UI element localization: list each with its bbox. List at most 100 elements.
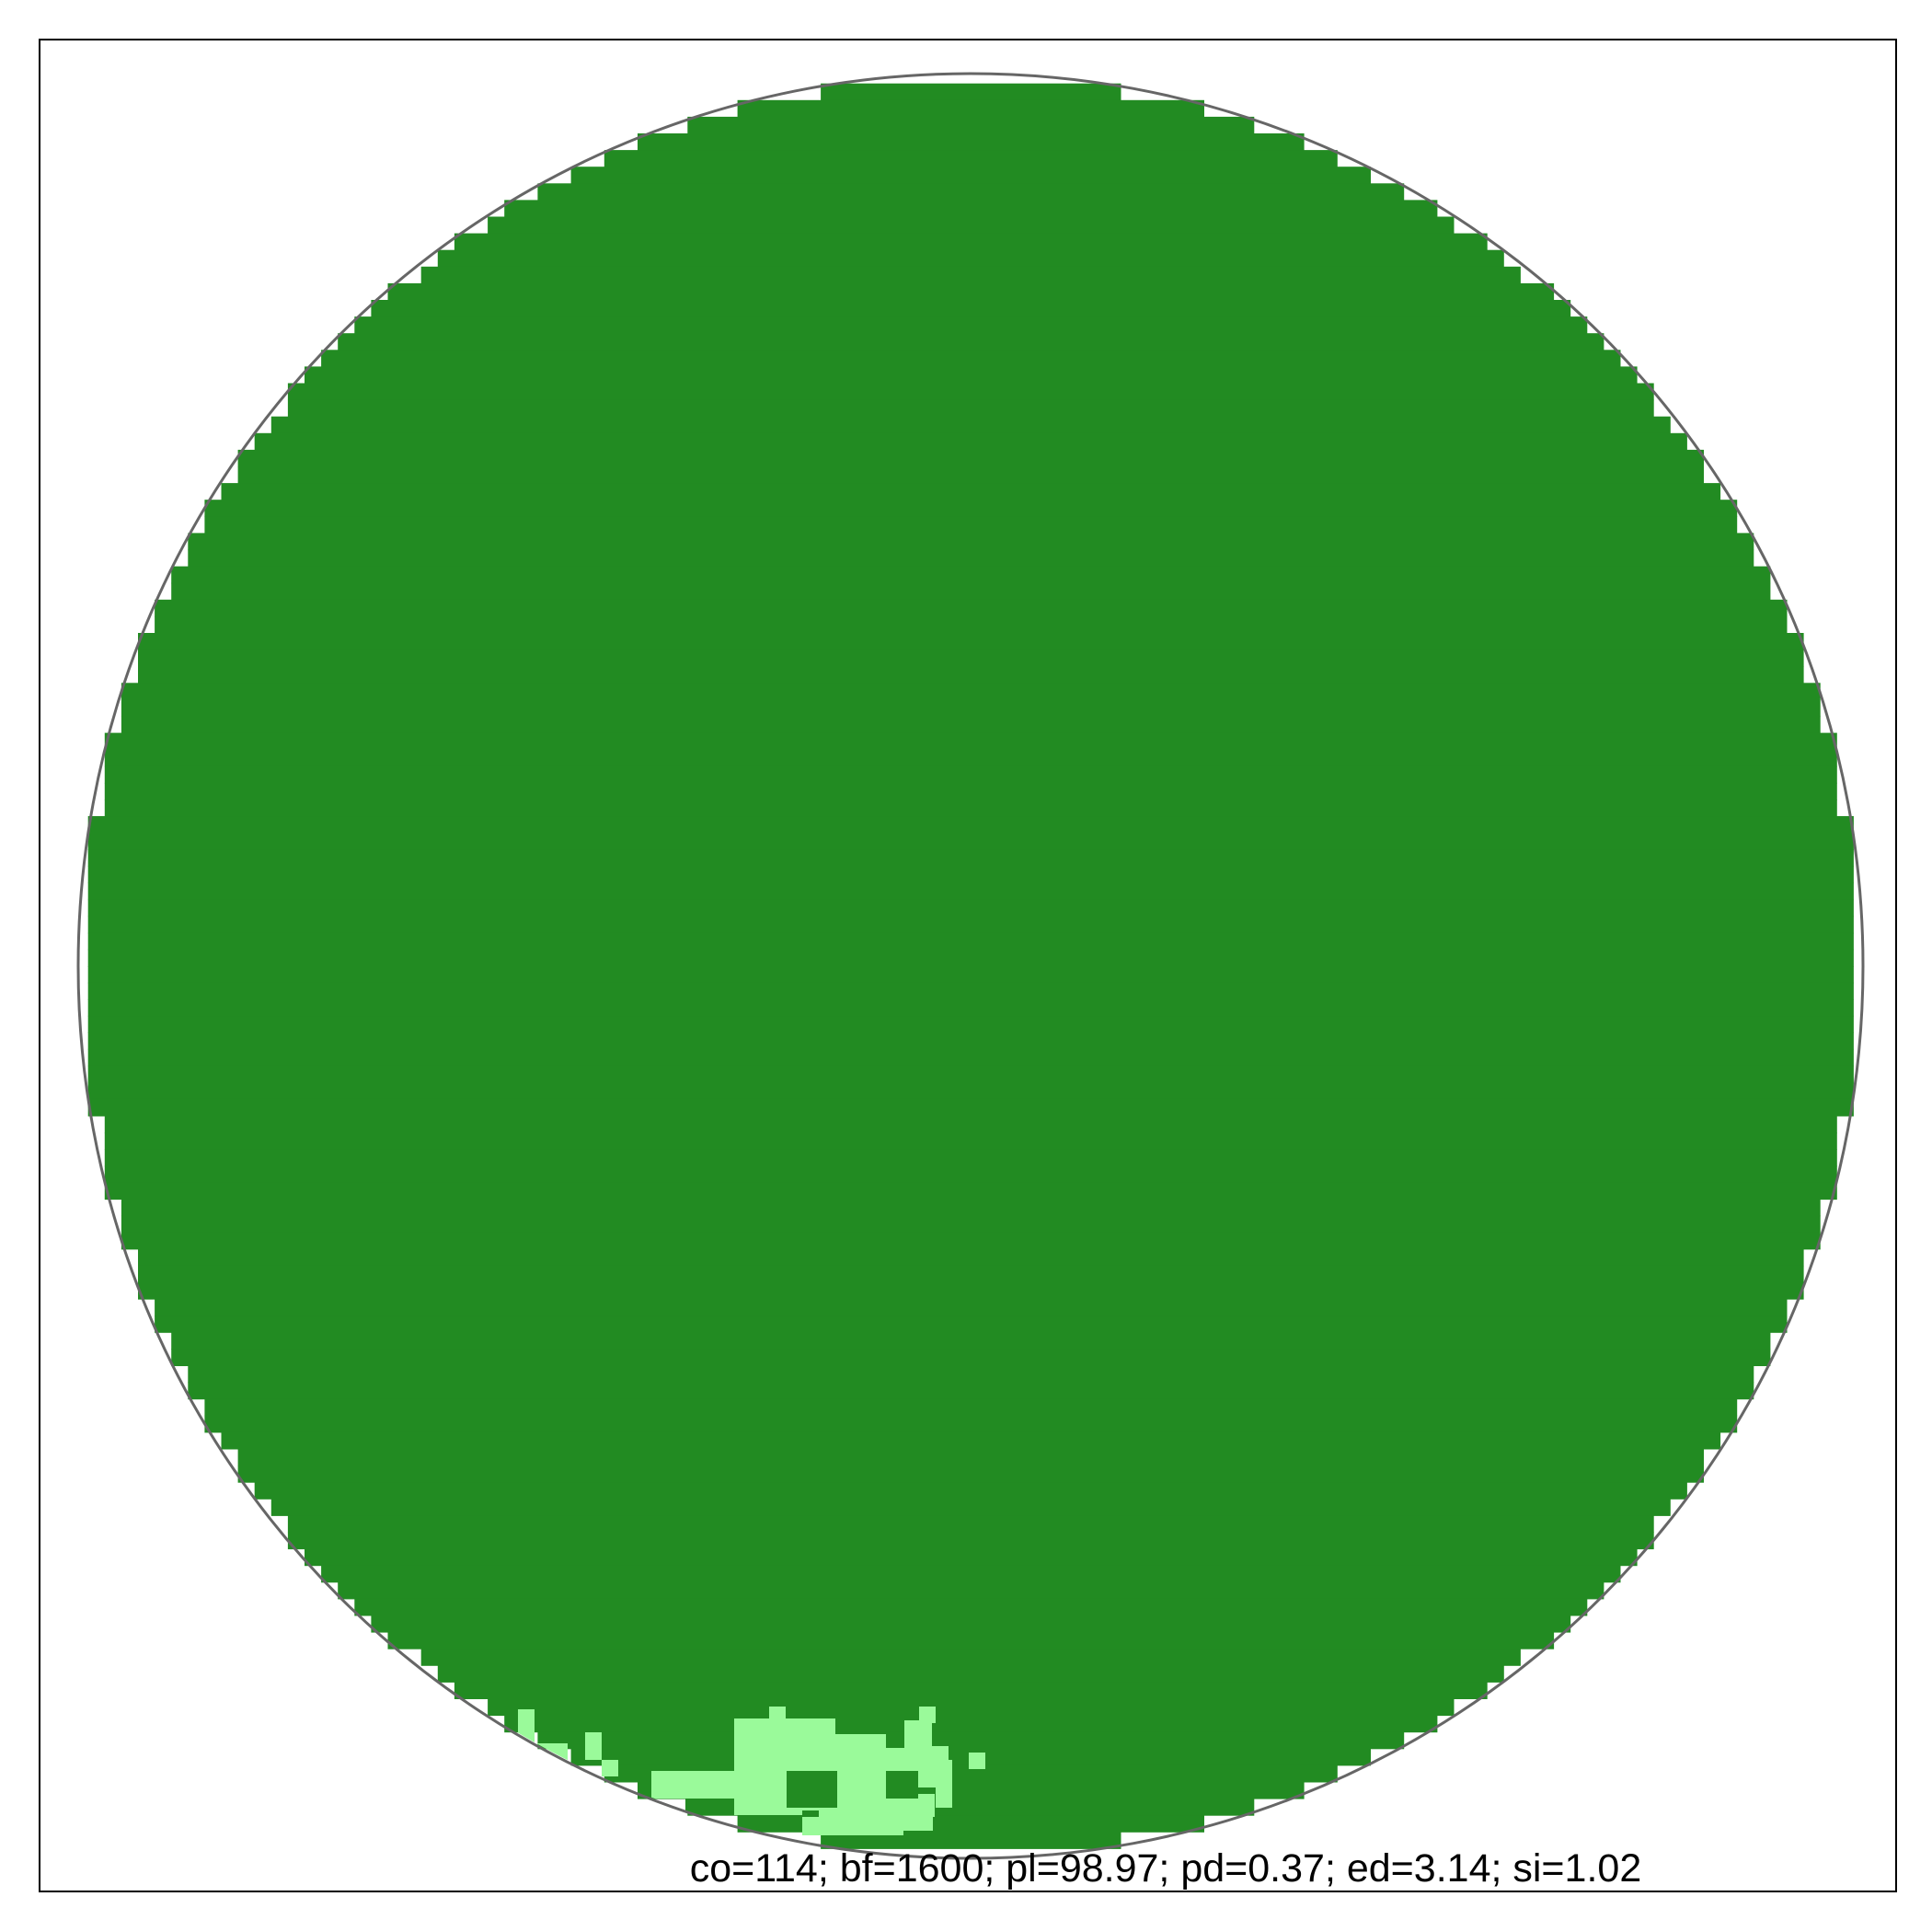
dark-green-cell-row xyxy=(488,216,1455,235)
dark-green-cell-row xyxy=(138,633,1804,650)
dark-green-cell-row xyxy=(821,1832,1121,1849)
dark-green-cell-row xyxy=(87,966,1854,983)
light-green-cell xyxy=(904,1720,932,1762)
dark-green-cell-row xyxy=(287,1515,1654,1533)
dark-green-cell-row xyxy=(287,399,1654,418)
light-green-cell xyxy=(802,1817,903,1835)
dark-green-cell-row xyxy=(387,282,1555,301)
dark-green-cell-row xyxy=(155,599,1788,617)
dark-green-cell-row xyxy=(121,683,1821,700)
dark-green-cell-row xyxy=(321,350,1621,367)
dark-green-cell-row xyxy=(354,1598,1588,1616)
dark-green-cell-row xyxy=(338,1581,1604,1600)
dark-green-cell-row xyxy=(104,1182,1837,1200)
dark-green-cell-row xyxy=(155,615,1788,634)
dark-green-cell-row xyxy=(104,1166,1837,1183)
dark-green-cell-row xyxy=(138,1248,1804,1267)
dark-green-cell-row xyxy=(387,1632,1555,1649)
dark-green-cell-row xyxy=(104,799,1837,817)
dark-green-cell-row xyxy=(104,1115,1837,1133)
dark-green-cell-row xyxy=(321,1565,1621,1583)
dark-green-cell-row xyxy=(371,300,1571,317)
dark-green-cell-row xyxy=(821,83,1121,101)
dark-green-cell-row xyxy=(237,1465,1705,1483)
dark-green-cell-row xyxy=(121,1215,1821,1234)
dark-green-cell-row xyxy=(104,1132,1837,1150)
dark-green-cell-row xyxy=(437,1665,1504,1683)
light-green-cell xyxy=(969,1753,985,1769)
dark-green-cell-row xyxy=(270,1499,1671,1516)
dark-green-cell-row xyxy=(104,749,1837,767)
pixel-grid xyxy=(87,83,1854,1849)
dark-green-cell-row xyxy=(204,516,1738,534)
dark-green-cell-row xyxy=(254,432,1687,451)
dark-green-cell-row xyxy=(87,915,1854,934)
dark-green-cell-row xyxy=(171,582,1771,601)
dark-green-cell-row xyxy=(87,1016,1854,1033)
light-green-cell xyxy=(919,1707,936,1723)
light-green-cell xyxy=(585,1732,602,1760)
dark-green-cell-row xyxy=(437,249,1504,268)
dark-green-cell-row xyxy=(504,1715,1438,1733)
dark-green-cell-row xyxy=(237,1448,1705,1466)
dark-green-cell-row xyxy=(138,1282,1804,1300)
dark-green-cell-row xyxy=(454,1682,1488,1699)
dark-green-cell-row xyxy=(171,566,1771,584)
dark-green-cell-row xyxy=(87,948,1854,967)
dark-green-cell-row xyxy=(87,882,1854,901)
dark-green-cell-row xyxy=(204,1415,1738,1433)
dark-green-cell-row xyxy=(237,466,1705,484)
dark-green-cell-row xyxy=(737,99,1204,118)
dark-green-cell-row xyxy=(138,649,1804,667)
dark-green-cell-row xyxy=(221,1431,1721,1450)
dark-green-cell-row xyxy=(87,1082,1854,1100)
dark-green-cell-row xyxy=(87,849,1854,867)
dark-green-cell-row xyxy=(121,716,1821,734)
light-green-cell xyxy=(769,1707,786,1720)
dark-green-cell-row xyxy=(121,1232,1821,1250)
dark-green-cell-row xyxy=(420,266,1521,284)
dark-green-cell-row xyxy=(104,765,1837,784)
light-green-cell xyxy=(602,1760,618,1776)
metrics-caption: co=114; bf=1600; pl=98.97; pd=0.37; ed=3… xyxy=(690,1846,1641,1891)
dark-green-cell-row xyxy=(537,183,1405,201)
dark-green-cell-row xyxy=(188,549,1754,568)
light-green-cell xyxy=(936,1780,952,1808)
dark-green-cell-row xyxy=(104,1149,1837,1167)
dark-green-hole-cell xyxy=(787,1771,837,1808)
dark-green-cell-row xyxy=(87,833,1854,850)
dark-green-cell-row xyxy=(121,699,1821,718)
dark-green-hole-cell xyxy=(685,1799,734,1812)
dark-green-cell-row xyxy=(87,1049,1854,1067)
dark-green-cell-row xyxy=(604,150,1338,167)
dark-green-hole-cell xyxy=(886,1771,918,1799)
dark-green-cell-row xyxy=(287,1532,1654,1550)
light-green-cell xyxy=(835,1734,886,1808)
dark-green-cell-row xyxy=(287,383,1654,401)
dark-green-cell-row xyxy=(138,666,1804,684)
dark-green-cell-row xyxy=(354,316,1588,334)
dark-green-cell-row xyxy=(570,167,1371,184)
dark-green-cell-row xyxy=(87,1098,1854,1117)
dark-green-cell-row xyxy=(87,1032,1854,1051)
dark-green-cell-row xyxy=(155,1299,1788,1316)
dark-green-cell-row xyxy=(420,1649,1521,1666)
dark-green-cell-row xyxy=(270,416,1671,434)
dark-green-cell-row xyxy=(237,449,1705,467)
dark-green-cell-row xyxy=(171,1332,1771,1350)
dark-green-cell-row xyxy=(155,1316,1788,1333)
dark-green-cell-row xyxy=(188,1382,1754,1400)
dark-green-cell-row xyxy=(488,1698,1455,1717)
dark-green-cell-row xyxy=(204,500,1738,517)
dark-green-cell-row xyxy=(687,116,1255,134)
dark-green-cell-row xyxy=(188,1365,1754,1384)
plot-border xyxy=(39,39,1897,1892)
dark-green-cell-row xyxy=(305,366,1638,385)
light-green-cell xyxy=(932,1746,949,1764)
dark-green-cell-row xyxy=(87,999,1854,1017)
dark-green-cell-row xyxy=(171,1349,1771,1366)
dark-green-cell-row xyxy=(87,899,1854,917)
dark-green-cell-row xyxy=(638,133,1305,151)
dark-green-cell-row xyxy=(338,333,1604,351)
